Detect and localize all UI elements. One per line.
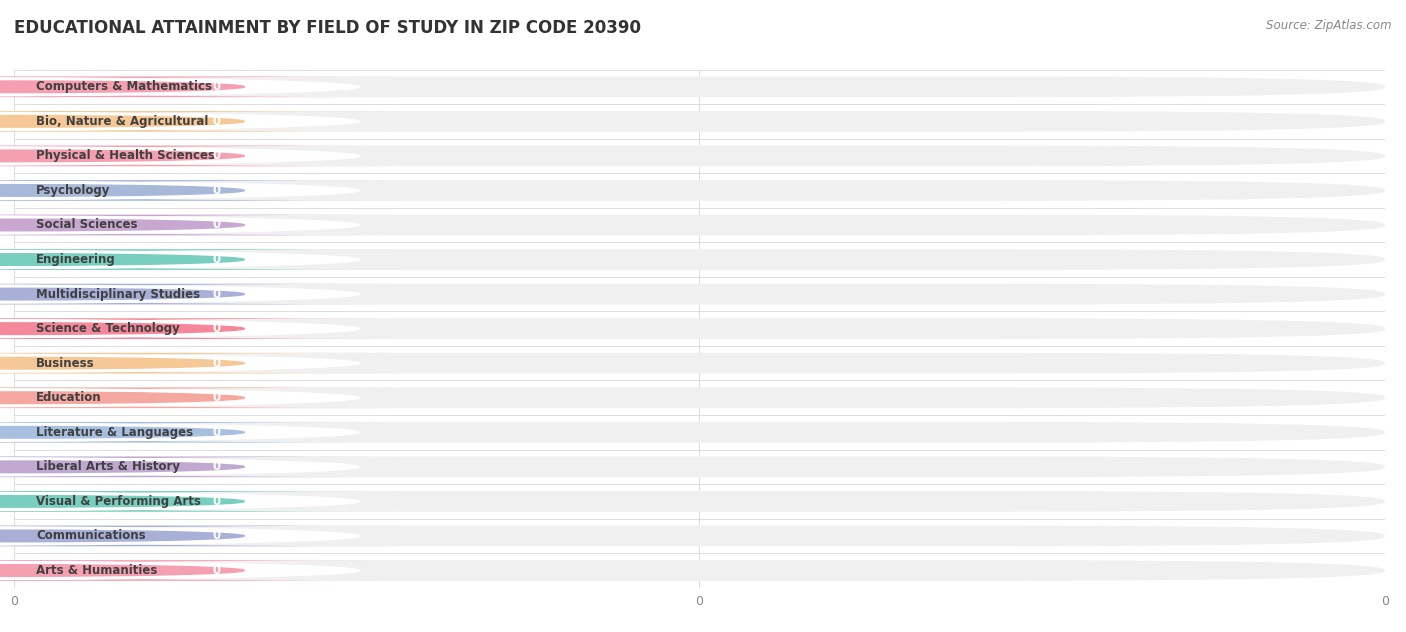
Circle shape (0, 185, 245, 197)
FancyBboxPatch shape (0, 111, 398, 131)
FancyBboxPatch shape (14, 284, 1385, 305)
FancyBboxPatch shape (14, 491, 1385, 512)
Circle shape (0, 392, 245, 404)
FancyBboxPatch shape (14, 215, 1385, 235)
FancyBboxPatch shape (14, 111, 1385, 131)
Circle shape (0, 216, 360, 234)
FancyBboxPatch shape (14, 387, 1385, 408)
Circle shape (0, 357, 245, 369)
Circle shape (0, 495, 245, 507)
Circle shape (0, 288, 245, 300)
Text: 0: 0 (212, 495, 221, 508)
FancyBboxPatch shape (14, 353, 1385, 374)
Circle shape (0, 461, 245, 473)
FancyBboxPatch shape (0, 249, 398, 270)
Circle shape (0, 147, 360, 164)
FancyBboxPatch shape (0, 422, 398, 442)
Text: Source: ZipAtlas.com: Source: ZipAtlas.com (1267, 19, 1392, 32)
Circle shape (0, 389, 360, 406)
Circle shape (0, 116, 245, 127)
Circle shape (0, 286, 360, 303)
FancyBboxPatch shape (14, 249, 1385, 270)
Circle shape (0, 251, 360, 268)
FancyBboxPatch shape (0, 456, 398, 477)
Circle shape (0, 81, 245, 93)
FancyBboxPatch shape (0, 180, 398, 201)
Text: Literature & Languages: Literature & Languages (37, 426, 193, 439)
Text: Computers & Mathematics: Computers & Mathematics (37, 80, 212, 94)
Circle shape (0, 427, 245, 438)
FancyBboxPatch shape (0, 284, 398, 305)
FancyBboxPatch shape (14, 422, 1385, 442)
Circle shape (0, 219, 245, 231)
Circle shape (0, 530, 245, 542)
FancyBboxPatch shape (0, 491, 398, 512)
FancyBboxPatch shape (0, 560, 398, 581)
Text: Engineering: Engineering (37, 253, 115, 266)
Circle shape (0, 562, 360, 579)
FancyBboxPatch shape (0, 145, 398, 166)
FancyBboxPatch shape (14, 456, 1385, 477)
Circle shape (0, 150, 245, 162)
FancyBboxPatch shape (0, 215, 398, 235)
Text: Multidisciplinary Studies: Multidisciplinary Studies (37, 288, 200, 301)
Text: 0: 0 (212, 288, 221, 301)
Text: 0: 0 (212, 253, 221, 266)
Text: Social Sciences: Social Sciences (37, 219, 138, 231)
Text: Business: Business (37, 356, 94, 370)
FancyBboxPatch shape (14, 76, 1385, 97)
Text: 0: 0 (212, 356, 221, 370)
Text: 0: 0 (212, 80, 221, 94)
Text: 0: 0 (212, 115, 221, 128)
Text: Education: Education (37, 391, 101, 404)
Circle shape (0, 355, 360, 372)
Circle shape (0, 493, 360, 510)
Text: 0: 0 (212, 391, 221, 404)
Text: 0: 0 (212, 184, 221, 197)
Circle shape (0, 78, 360, 95)
Circle shape (0, 112, 360, 130)
FancyBboxPatch shape (14, 319, 1385, 339)
Circle shape (0, 423, 360, 441)
Text: 0: 0 (212, 426, 221, 439)
Text: 0: 0 (212, 149, 221, 162)
Circle shape (0, 564, 245, 576)
Text: 0: 0 (212, 460, 221, 473)
Text: Bio, Nature & Agricultural: Bio, Nature & Agricultural (37, 115, 208, 128)
Text: Arts & Humanities: Arts & Humanities (37, 564, 157, 577)
Text: 0: 0 (212, 322, 221, 335)
Text: 0: 0 (212, 564, 221, 577)
FancyBboxPatch shape (14, 526, 1385, 546)
Circle shape (0, 182, 360, 199)
FancyBboxPatch shape (0, 319, 398, 339)
Text: Communications: Communications (37, 530, 146, 542)
Circle shape (0, 458, 360, 475)
FancyBboxPatch shape (0, 353, 398, 374)
Circle shape (0, 323, 245, 334)
Circle shape (0, 320, 360, 337)
Circle shape (0, 253, 245, 265)
Text: 0: 0 (212, 219, 221, 231)
FancyBboxPatch shape (0, 76, 398, 97)
FancyBboxPatch shape (0, 526, 398, 546)
FancyBboxPatch shape (14, 560, 1385, 581)
Text: 0: 0 (212, 530, 221, 542)
Text: Science & Technology: Science & Technology (37, 322, 180, 335)
Circle shape (0, 527, 360, 545)
Text: EDUCATIONAL ATTAINMENT BY FIELD OF STUDY IN ZIP CODE 20390: EDUCATIONAL ATTAINMENT BY FIELD OF STUDY… (14, 19, 641, 37)
FancyBboxPatch shape (0, 387, 398, 408)
FancyBboxPatch shape (14, 180, 1385, 201)
FancyBboxPatch shape (14, 145, 1385, 166)
Text: Liberal Arts & History: Liberal Arts & History (37, 460, 180, 473)
Text: Psychology: Psychology (37, 184, 110, 197)
Text: Visual & Performing Arts: Visual & Performing Arts (37, 495, 201, 508)
Text: Physical & Health Sciences: Physical & Health Sciences (37, 149, 215, 162)
